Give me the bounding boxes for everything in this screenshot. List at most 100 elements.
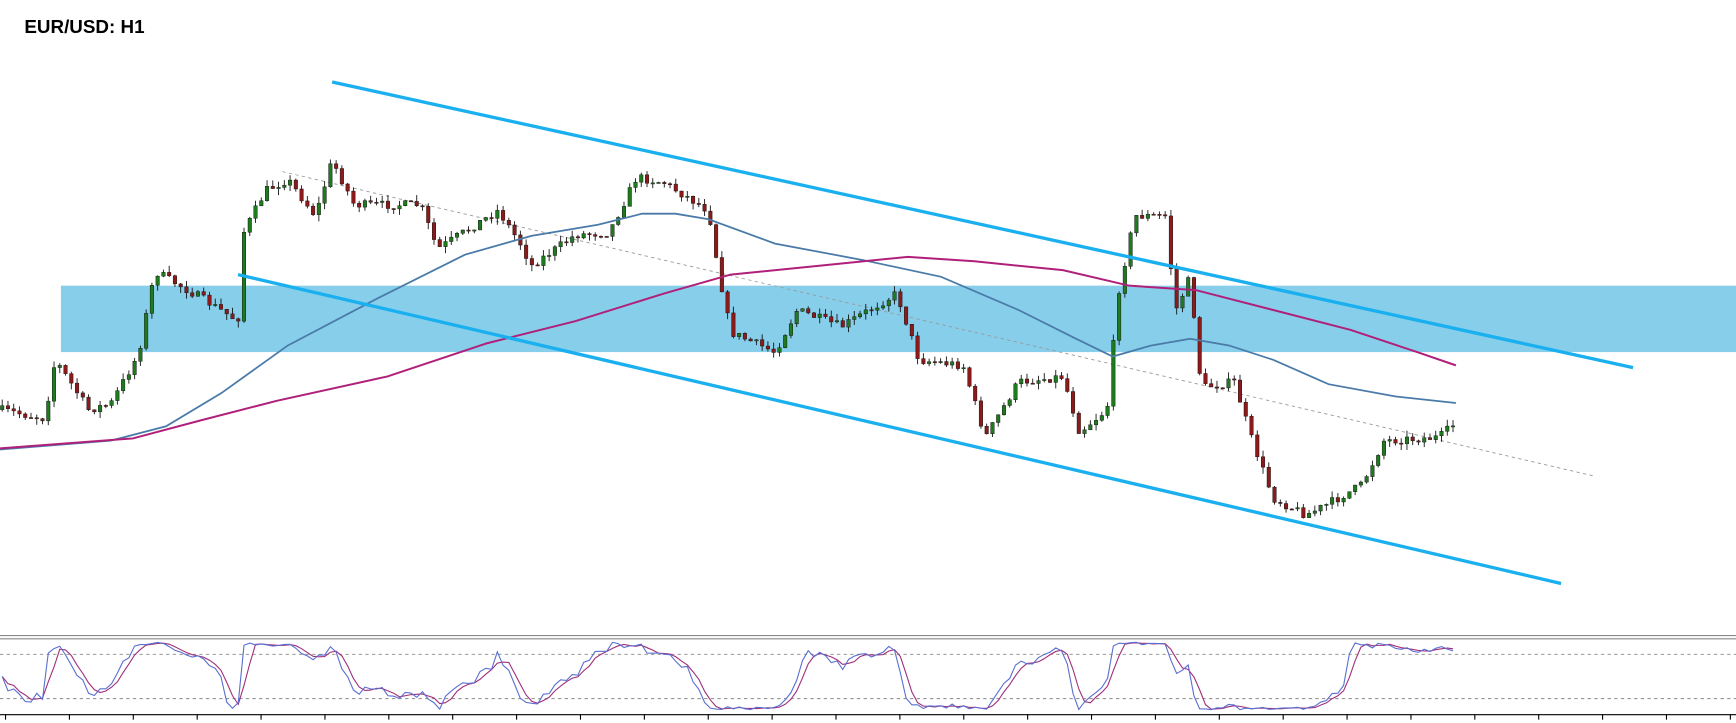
candle-body [92, 409, 97, 413]
candle-body [961, 367, 966, 370]
candle-body [1140, 215, 1145, 219]
candle-body [944, 361, 949, 366]
candle-body [1284, 503, 1289, 510]
candle-body [397, 205, 402, 210]
candle-body [581, 233, 586, 239]
candle-body [345, 183, 350, 192]
candle-body [552, 246, 557, 256]
candle-body [1180, 295, 1185, 309]
candle-body [892, 291, 897, 301]
candle-body [224, 309, 229, 315]
candle-body [1341, 498, 1346, 503]
oscillator [1, 641, 1454, 711]
candle-body [149, 285, 154, 314]
candle-body [731, 312, 736, 337]
candle-body [460, 229, 465, 234]
candle-body [1128, 232, 1133, 267]
candle-body [1191, 277, 1196, 318]
candle-body [80, 392, 85, 398]
candle-body [564, 241, 569, 244]
candle-body [1353, 484, 1358, 492]
candle-body [708, 210, 713, 225]
candle-body [1220, 387, 1225, 390]
candle-body [1272, 486, 1277, 503]
candle-body [259, 200, 264, 207]
candle-body [1427, 437, 1432, 440]
candle-body [748, 338, 753, 342]
candle-body [0, 405, 5, 410]
candle-body [852, 316, 857, 320]
candle-body [777, 347, 782, 353]
candle-body [570, 236, 575, 243]
candle-body [1404, 436, 1409, 445]
candle-body [380, 200, 385, 203]
candle-body [1042, 379, 1047, 381]
candle-body [932, 361, 937, 363]
candle-body [973, 385, 978, 402]
candle-body [950, 361, 955, 366]
candle-body [1318, 504, 1323, 512]
candle-body [213, 304, 218, 306]
candle-body [1214, 386, 1219, 389]
candles [0, 159, 1456, 519]
candle-body [1295, 507, 1300, 510]
candle-body [408, 200, 413, 203]
candle-body [1209, 383, 1214, 388]
candle-body [1410, 436, 1415, 442]
candle-body [426, 206, 431, 223]
candle-body [990, 422, 995, 434]
candle-body [1076, 412, 1081, 434]
candle-body [351, 190, 356, 204]
candle-body [840, 320, 845, 328]
candle-body [587, 233, 592, 235]
candle-body [1151, 213, 1156, 216]
candle-body [823, 313, 828, 317]
candle-body [639, 174, 644, 183]
candle-body [1019, 378, 1024, 385]
moving-average-slow [0, 255, 1457, 450]
candle-body [270, 186, 275, 189]
candle-body [593, 234, 598, 237]
candle-body [984, 426, 989, 434]
candle-body [138, 348, 143, 362]
candle-body [1278, 502, 1283, 504]
candle-body [247, 218, 252, 233]
candle-body [132, 361, 137, 375]
candle-body [1301, 507, 1306, 518]
candle-body [1117, 293, 1122, 341]
candle-body [915, 335, 920, 359]
candle-body [817, 313, 822, 318]
candle-body [368, 200, 373, 203]
candle-body [1163, 214, 1168, 217]
candle-body [1445, 425, 1450, 432]
candle-body [541, 255, 546, 266]
candle-body [645, 174, 650, 184]
channel-midline [282, 171, 1595, 477]
candle-body [1451, 425, 1456, 428]
candle-body [996, 414, 1001, 423]
candle-body [1030, 382, 1035, 385]
candle-body [1312, 510, 1317, 514]
candle-body [656, 182, 661, 184]
candle-body [75, 382, 80, 394]
candle-body [449, 236, 454, 242]
candle-body [265, 186, 270, 201]
candle-body [1261, 456, 1266, 468]
candle-body [472, 229, 477, 232]
candle-body [357, 203, 362, 208]
candle-body [1024, 378, 1029, 384]
candle-body [1168, 215, 1173, 270]
channel-upper [331, 80, 1634, 370]
candle-body [311, 205, 316, 215]
candle-body [11, 408, 16, 412]
candle-body [282, 184, 287, 188]
candle-body [1071, 391, 1076, 414]
candle-body [167, 272, 172, 276]
candle-body [501, 210, 506, 221]
candle-body [1088, 424, 1093, 431]
candle-body [1439, 431, 1444, 436]
candle-body [1324, 504, 1329, 506]
candle-body [190, 292, 195, 297]
candle-body [443, 241, 448, 247]
candle-body [978, 400, 983, 427]
